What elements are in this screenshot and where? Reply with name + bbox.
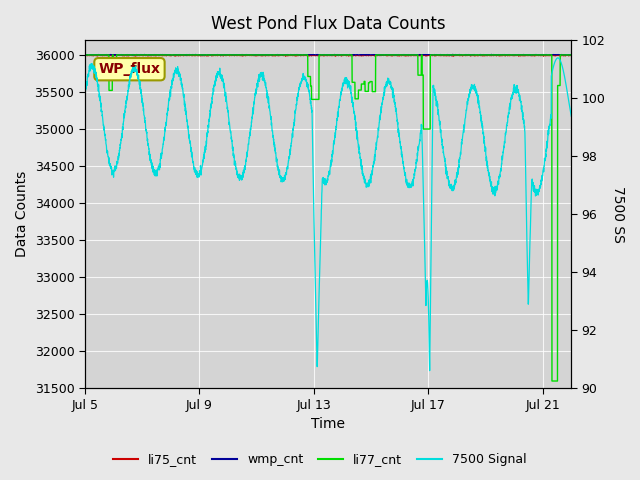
Y-axis label: 7500 SS: 7500 SS bbox=[611, 186, 625, 243]
Title: West Pond Flux Data Counts: West Pond Flux Data Counts bbox=[211, 15, 445, 33]
Y-axis label: Data Counts: Data Counts bbox=[15, 171, 29, 257]
Legend: li75_cnt, wmp_cnt, li77_cnt, 7500 Signal: li75_cnt, wmp_cnt, li77_cnt, 7500 Signal bbox=[108, 448, 532, 471]
Text: WP_flux: WP_flux bbox=[99, 62, 161, 76]
X-axis label: Time: Time bbox=[311, 418, 345, 432]
